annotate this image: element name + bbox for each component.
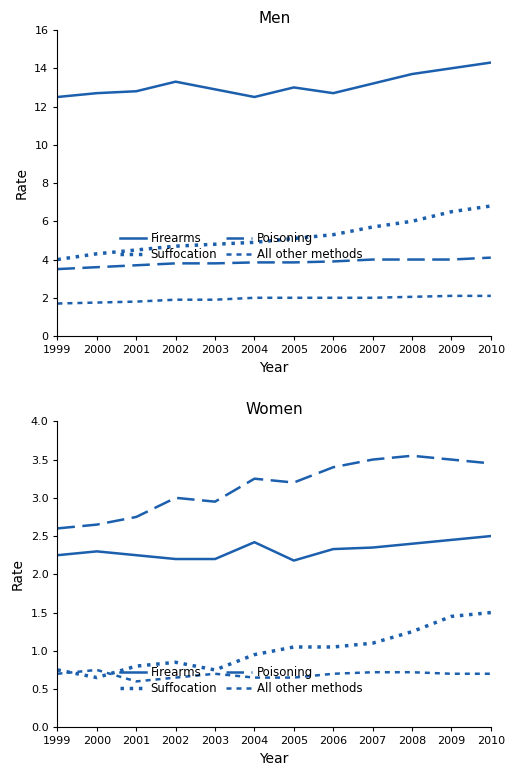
Title: Men: Men (258, 11, 291, 26)
Title: Women: Women (245, 402, 303, 417)
Legend: Firearms, Suffocation, Poisoning, All other methods: Firearms, Suffocation, Poisoning, All ot… (120, 666, 363, 695)
Legend: Firearms, Suffocation, Poisoning, All other methods: Firearms, Suffocation, Poisoning, All ot… (120, 232, 363, 261)
X-axis label: Year: Year (260, 752, 289, 766)
X-axis label: Year: Year (260, 361, 289, 375)
Y-axis label: Rate: Rate (11, 559, 25, 591)
Y-axis label: Rate: Rate (15, 167, 29, 199)
